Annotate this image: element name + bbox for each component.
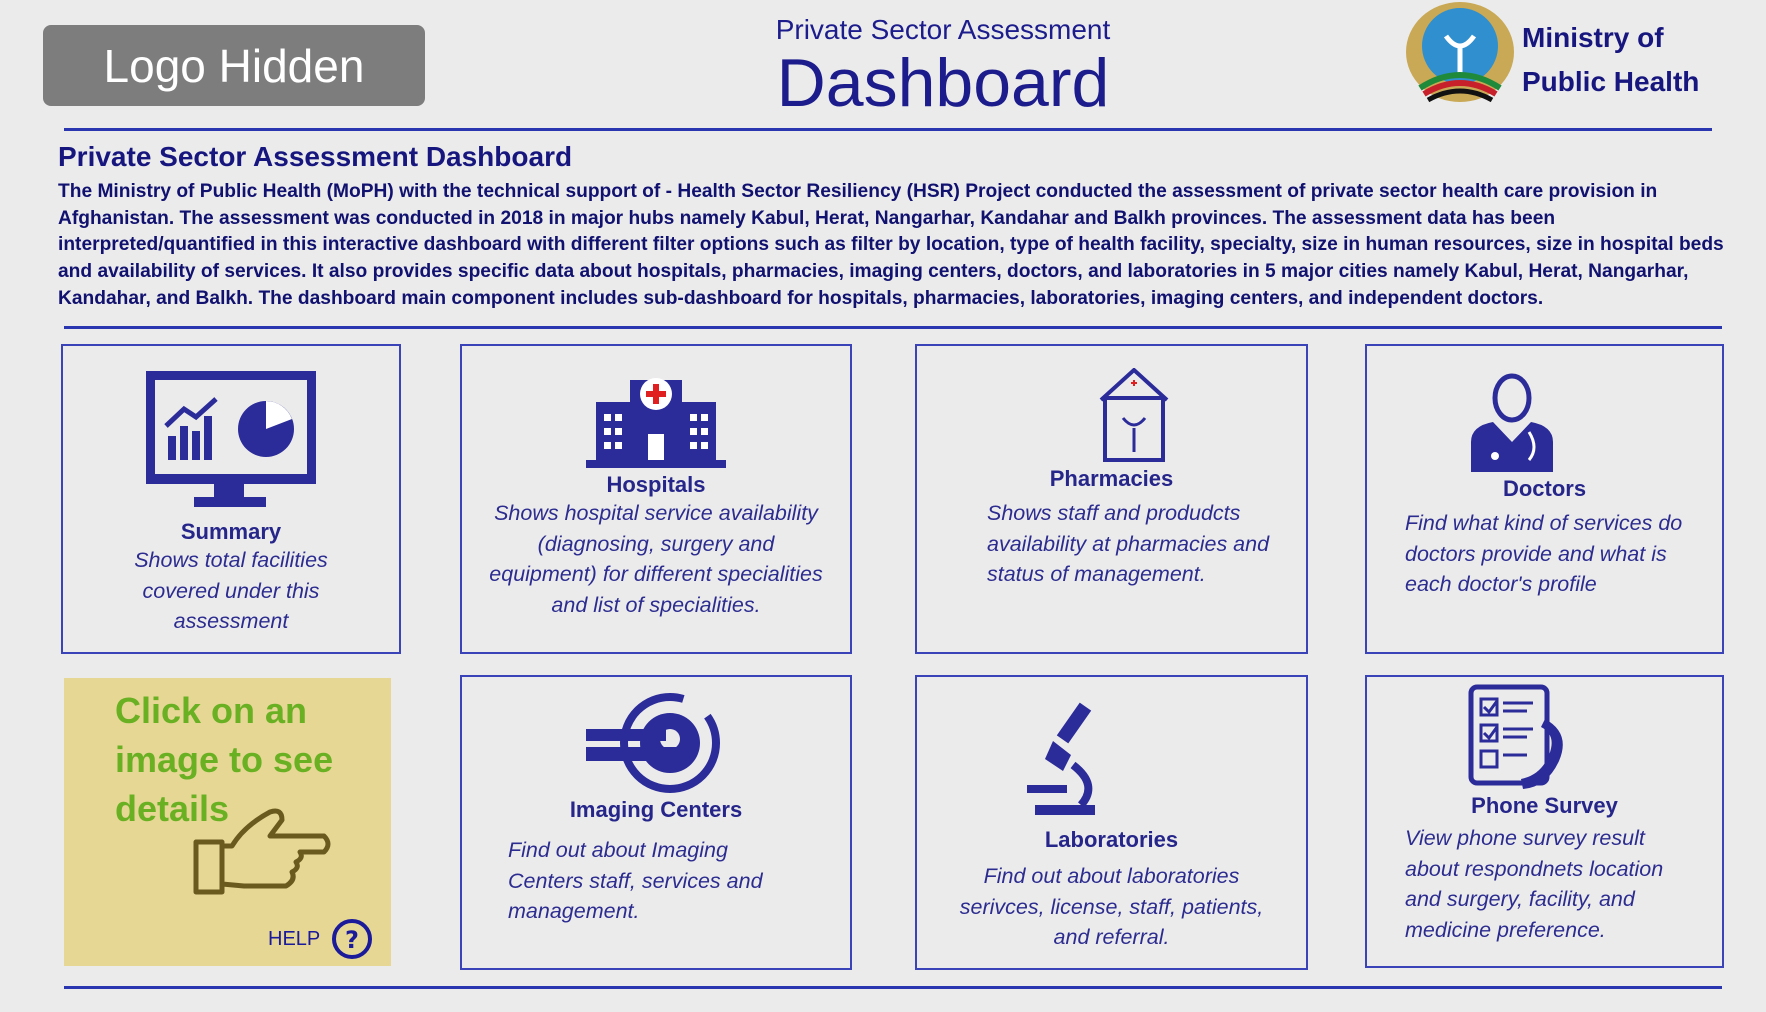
help-instruction: Click on an image to see details: [115, 690, 334, 829]
intro-title: Private Sector Assessment Dashboard: [58, 141, 573, 172]
imaging-icon: [586, 693, 720, 793]
ministry-name: Ministry of Public Health: [1522, 16, 1699, 104]
divider: [64, 128, 1712, 131]
card-description: Shows staff and produdcts availability a…: [987, 501, 1270, 586]
card-description: Shows hospital service availability (dia…: [489, 501, 823, 617]
svg-text:?: ?: [345, 926, 359, 954]
help-panel[interactable]: Click on an image to see details HELP ?: [64, 678, 391, 966]
divider: [64, 986, 1722, 989]
card-pharmacies[interactable]: Pharmacies Shows staff and produdcts ava…: [915, 344, 1308, 654]
card-description: View phone survey result about respondne…: [1405, 826, 1664, 942]
ministry-line1: Ministry of: [1522, 22, 1664, 53]
logo-placeholder: Logo Hidden: [43, 25, 425, 106]
card-phone-survey[interactable]: Phone Survey View phone survey result ab…: [1365, 675, 1724, 968]
pharmacy-icon: [1099, 368, 1169, 462]
help-label[interactable]: HELP: [268, 928, 321, 950]
moph-emblem-icon: [1406, 2, 1514, 103]
divider: [64, 326, 1722, 329]
card-title: Imaging Centers: [569, 797, 743, 822]
card-title: Hospitals: [606, 472, 706, 497]
hospital-icon: [586, 378, 726, 468]
card-description: Find out about Imaging Centers staff, se…: [508, 838, 763, 923]
card-title: Laboratories: [1044, 827, 1179, 852]
card-laboratories[interactable]: Laboratories Find out about laboratories…: [915, 675, 1308, 970]
card-description: Find what kind of services do doctors pr…: [1405, 511, 1683, 596]
card-title: Summary: [180, 519, 282, 544]
header-subtitle: Private Sector Assessment: [775, 14, 1111, 45]
card-title: Doctors: [1502, 476, 1587, 501]
card-imaging-centers[interactable]: Imaging Centers Find out about Imaging C…: [460, 675, 852, 970]
card-doctors[interactable]: Doctors Find what kind of services do do…: [1365, 344, 1724, 654]
doctor-icon: [1471, 373, 1553, 472]
card-description: Find out about laboratories serivces, li…: [959, 864, 1264, 949]
intro-text: The Ministry of Public Health (MoPH) wit…: [58, 181, 1724, 309]
ministry-line2: Public Health: [1522, 66, 1700, 97]
card-hospitals[interactable]: Hospitals Shows hospital service availab…: [460, 344, 852, 654]
card-summary[interactable]: Summary Shows total facilities covered u…: [61, 344, 401, 654]
monitor-chart-icon: [146, 371, 316, 507]
help-question-icon[interactable]: ?: [331, 918, 373, 960]
pointing-hand-icon: [193, 808, 331, 895]
header-title: Dashboard: [776, 45, 1110, 121]
card-description: Shows total facilities covered under thi…: [134, 548, 328, 633]
card-title: Phone Survey: [1471, 793, 1618, 818]
phone-survey-icon: [1468, 684, 1563, 789]
card-title: Pharmacies: [1049, 466, 1174, 491]
microscope-icon: [1027, 702, 1095, 815]
